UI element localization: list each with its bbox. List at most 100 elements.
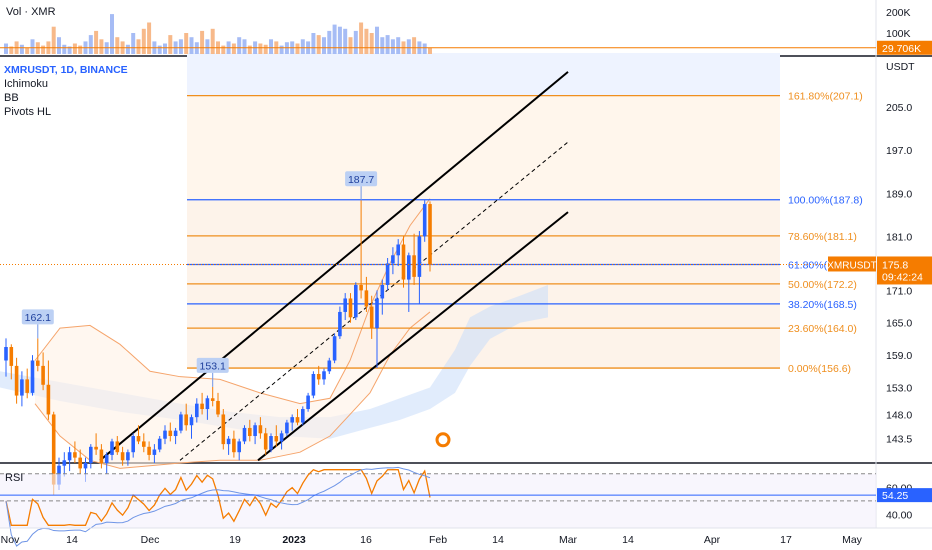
time-tick-10: Apr (704, 534, 721, 546)
candle-body-5 (30, 360, 35, 393)
volume-bar-58 (311, 33, 316, 54)
candle-body-67 (359, 284, 363, 291)
candle-body-0 (4, 347, 8, 361)
pivot-label-0: 162.1 (25, 312, 51, 324)
channel-upper (99, 71, 569, 462)
candle-body-57 (306, 395, 310, 410)
candle-body-6 (36, 360, 40, 366)
time-tick-7: 14 (492, 534, 504, 546)
candle-body-60 (322, 371, 326, 380)
fib-label-4: 50.00%(172.2) (788, 279, 857, 291)
candle-body-49 (263, 433, 268, 450)
candle-body-65 (348, 298, 353, 318)
candle-body-14 (78, 457, 82, 469)
candle-body-41 (221, 414, 226, 445)
rsi-tick-1: 40.00 (886, 509, 912, 521)
volume-bar-59 (316, 35, 321, 54)
candle-body-59 (316, 373, 321, 380)
main-legend: XMRUSDT, 1D, BINANCE Ichimoku BB Pivots … (4, 63, 128, 119)
indicator-ichimoku[interactable]: Ichimoku (4, 78, 49, 90)
volume-bar-25 (136, 39, 141, 54)
volume-bar-30 (163, 43, 167, 54)
last-price-box (877, 256, 932, 285)
candle-body-58 (311, 373, 316, 396)
candle-body-11 (62, 460, 67, 466)
volume-bar-70 (375, 26, 379, 54)
candle-body-8 (46, 384, 51, 415)
candle-body-62 (332, 336, 337, 361)
volume-label: Vol · XMR (6, 6, 56, 18)
volume-bar-66 (353, 30, 358, 54)
candle-body-69 (369, 306, 374, 329)
fib-label-2: 78.60%(181.1) (788, 231, 857, 243)
volume-bar-38 (205, 39, 210, 54)
volume-bar-52 (279, 45, 284, 54)
rsi-label[interactable]: RSI (5, 472, 24, 484)
candle-body-15 (83, 463, 88, 469)
volume-bar-69 (369, 33, 374, 54)
volume-bar-72 (385, 35, 390, 54)
volume-bar-64 (343, 28, 348, 54)
volume-bar-26 (141, 28, 146, 54)
candle-body-63 (338, 311, 342, 337)
candle-body-25 (136, 436, 141, 442)
candle-body-43 (232, 438, 236, 453)
volume-bar-43 (231, 43, 236, 54)
candle-body-24 (131, 436, 135, 453)
candle-body-39 (210, 398, 215, 401)
candle-body-3 (20, 379, 24, 396)
volume-bar-4 (25, 47, 30, 54)
candle-body-18 (99, 449, 104, 463)
volume-bar-24 (131, 33, 136, 54)
volume-bar-46 (247, 45, 252, 54)
candle-body-42 (226, 438, 231, 445)
rsi-ma-line (5, 466, 431, 547)
volume-tick-0: 200K (886, 7, 911, 19)
volume-bar-41 (221, 45, 226, 54)
candle-body-28 (152, 449, 157, 455)
candle-body-77 (412, 255, 416, 277)
indicator-pivots-hl[interactable]: Pivots HL (4, 106, 52, 118)
volume-bar-67 (359, 22, 364, 54)
volume-bar-7 (41, 45, 46, 54)
indicator-bb[interactable]: BB (4, 92, 19, 104)
volume-bar-21 (115, 37, 120, 54)
volume-bar-29 (157, 45, 162, 54)
volume-bar-71 (380, 37, 385, 54)
volume-bar-37 (200, 30, 205, 54)
candle-body-9 (51, 414, 56, 485)
volume-bar-1 (9, 46, 14, 54)
time-tick-9: 14 (622, 534, 634, 546)
fib-label-7: 0.00%(156.6) (788, 363, 851, 375)
volume-bar-49 (263, 44, 268, 54)
candle-body-36 (195, 403, 199, 418)
volume-bar-16 (88, 35, 93, 54)
candle-body-79 (422, 204, 427, 237)
volume-bar-56 (300, 39, 305, 54)
volume-bar-13 (72, 43, 77, 54)
candle-body-22 (120, 452, 125, 461)
volume-legend: Vol · XMR (6, 5, 56, 19)
volume-bar-60 (322, 37, 326, 54)
symbol-label[interactable]: XMRUSDT, 1D, BINANCE (4, 64, 128, 76)
candle-body-29 (157, 438, 162, 450)
candle-body-45 (242, 427, 247, 442)
rsi-last-label: 54.25 (882, 490, 908, 502)
time-tick-6: Feb (429, 534, 447, 546)
symbol-tag: XMRUSDT (827, 260, 876, 271)
volume-bar-12 (67, 46, 72, 54)
candle-body-17 (94, 446, 98, 450)
volume-bar-61 (327, 30, 332, 54)
candle-body-78 (417, 236, 422, 277)
candle-body-64 (343, 298, 347, 312)
volume-bar-50 (269, 39, 273, 54)
candle-body-54 (290, 417, 294, 423)
candle-body-13 (73, 452, 77, 458)
candle-body-2 (14, 365, 19, 396)
candle-body-47 (253, 425, 257, 437)
volume-bar-31 (168, 35, 173, 54)
candle-body-74 (396, 244, 400, 256)
volume-bar-18 (99, 39, 104, 54)
time-tick-4: 2023 (282, 534, 306, 546)
